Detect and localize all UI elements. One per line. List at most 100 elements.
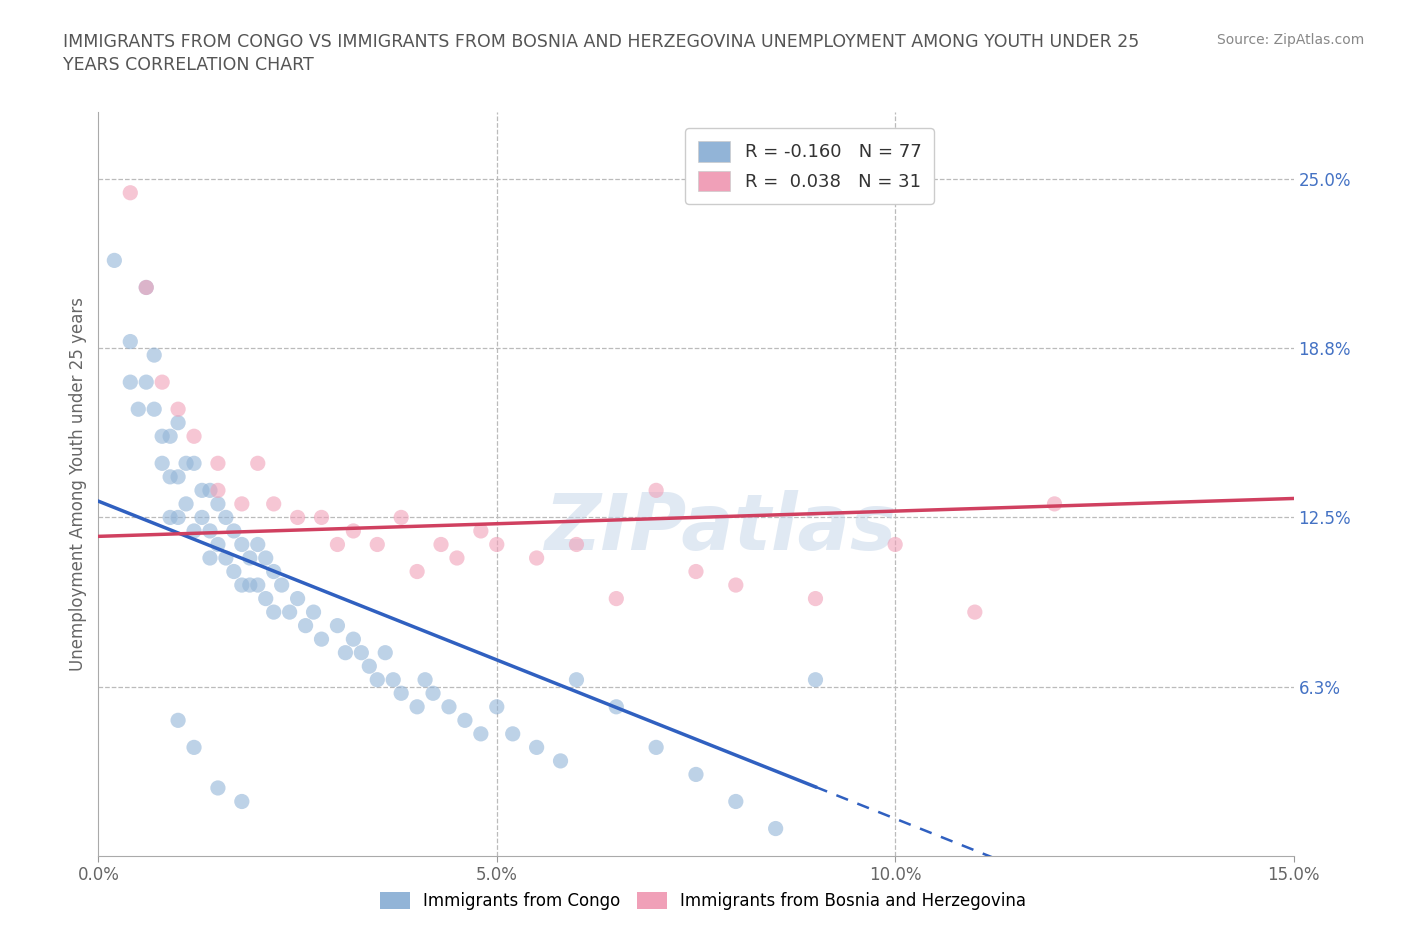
Point	[127, 402, 149, 417]
Point	[231, 794, 253, 809]
Point	[120, 375, 142, 390]
Point	[254, 591, 277, 606]
Point	[263, 565, 285, 579]
Point	[406, 699, 429, 714]
Point	[526, 740, 548, 755]
Point	[231, 497, 253, 512]
Text: IMMIGRANTS FROM CONGO VS IMMIGRANTS FROM BOSNIA AND HERZEGOVINA UNEMPLOYMENT AMO: IMMIGRANTS FROM CONGO VS IMMIGRANTS FROM…	[63, 33, 1139, 74]
Point	[254, 551, 277, 565]
Point	[454, 713, 477, 728]
Point	[167, 402, 190, 417]
Point	[294, 618, 316, 633]
Point	[174, 497, 197, 512]
Point	[143, 348, 166, 363]
Point	[326, 618, 349, 633]
Text: Source: ZipAtlas.com: Source: ZipAtlas.com	[1216, 33, 1364, 46]
Point	[183, 740, 205, 755]
Point	[685, 767, 707, 782]
Point	[231, 537, 253, 551]
Point	[278, 604, 301, 619]
Point	[246, 537, 269, 551]
Point	[167, 713, 190, 728]
Point	[287, 510, 309, 525]
Point	[207, 497, 229, 512]
Point	[207, 456, 229, 471]
Point	[685, 565, 707, 579]
Point	[167, 510, 190, 525]
Point	[246, 456, 269, 471]
Point	[350, 645, 373, 660]
Point	[342, 524, 364, 538]
Point	[446, 551, 468, 565]
Point	[326, 537, 349, 551]
Point	[366, 537, 388, 551]
Point	[207, 780, 229, 795]
Point	[120, 334, 142, 349]
Point	[437, 699, 460, 714]
Point	[374, 645, 396, 660]
Point	[724, 578, 747, 592]
Point	[884, 537, 907, 551]
Point	[263, 497, 285, 512]
Point	[198, 551, 221, 565]
Point	[422, 685, 444, 700]
Point	[470, 726, 492, 741]
Point	[103, 253, 125, 268]
Point	[143, 402, 166, 417]
Point	[207, 483, 229, 498]
Point	[382, 672, 405, 687]
Point	[135, 375, 157, 390]
Point	[430, 537, 453, 551]
Point	[183, 456, 205, 471]
Point	[311, 631, 333, 646]
Point	[150, 429, 173, 444]
Point	[135, 280, 157, 295]
Point	[167, 416, 190, 431]
Point	[485, 699, 508, 714]
Point	[413, 672, 436, 687]
Point	[150, 375, 173, 390]
Point	[191, 483, 214, 498]
Point	[167, 470, 190, 485]
Point	[120, 185, 142, 200]
Point	[342, 631, 364, 646]
Point	[246, 578, 269, 592]
Point	[183, 524, 205, 538]
Point	[287, 591, 309, 606]
Point	[207, 537, 229, 551]
Point	[724, 794, 747, 809]
Point	[198, 483, 221, 498]
Point	[645, 740, 668, 755]
Point	[565, 537, 588, 551]
Point	[526, 551, 548, 565]
Point	[389, 510, 412, 525]
Point	[263, 604, 285, 619]
Point	[1043, 497, 1066, 512]
Point	[159, 429, 181, 444]
Point	[502, 726, 524, 741]
Y-axis label: Unemployment Among Youth under 25 years: Unemployment Among Youth under 25 years	[69, 297, 87, 671]
Point	[135, 280, 157, 295]
Point	[406, 565, 429, 579]
Point	[231, 578, 253, 592]
Point	[605, 591, 627, 606]
Point	[159, 510, 181, 525]
Point	[765, 821, 787, 836]
Point	[222, 565, 245, 579]
Point	[550, 753, 572, 768]
Legend: R = -0.160   N = 77, R =  0.038   N = 31: R = -0.160 N = 77, R = 0.038 N = 31	[685, 128, 934, 204]
Point	[359, 658, 381, 673]
Point	[311, 510, 333, 525]
Text: ZIPatlas: ZIPatlas	[544, 490, 896, 566]
Point	[198, 524, 221, 538]
Point	[183, 429, 205, 444]
Point	[485, 537, 508, 551]
Point	[215, 551, 238, 565]
Point	[302, 604, 325, 619]
Point	[159, 470, 181, 485]
Point	[239, 578, 262, 592]
Point	[222, 524, 245, 538]
Point	[150, 456, 173, 471]
Point	[270, 578, 292, 592]
Point	[605, 699, 627, 714]
